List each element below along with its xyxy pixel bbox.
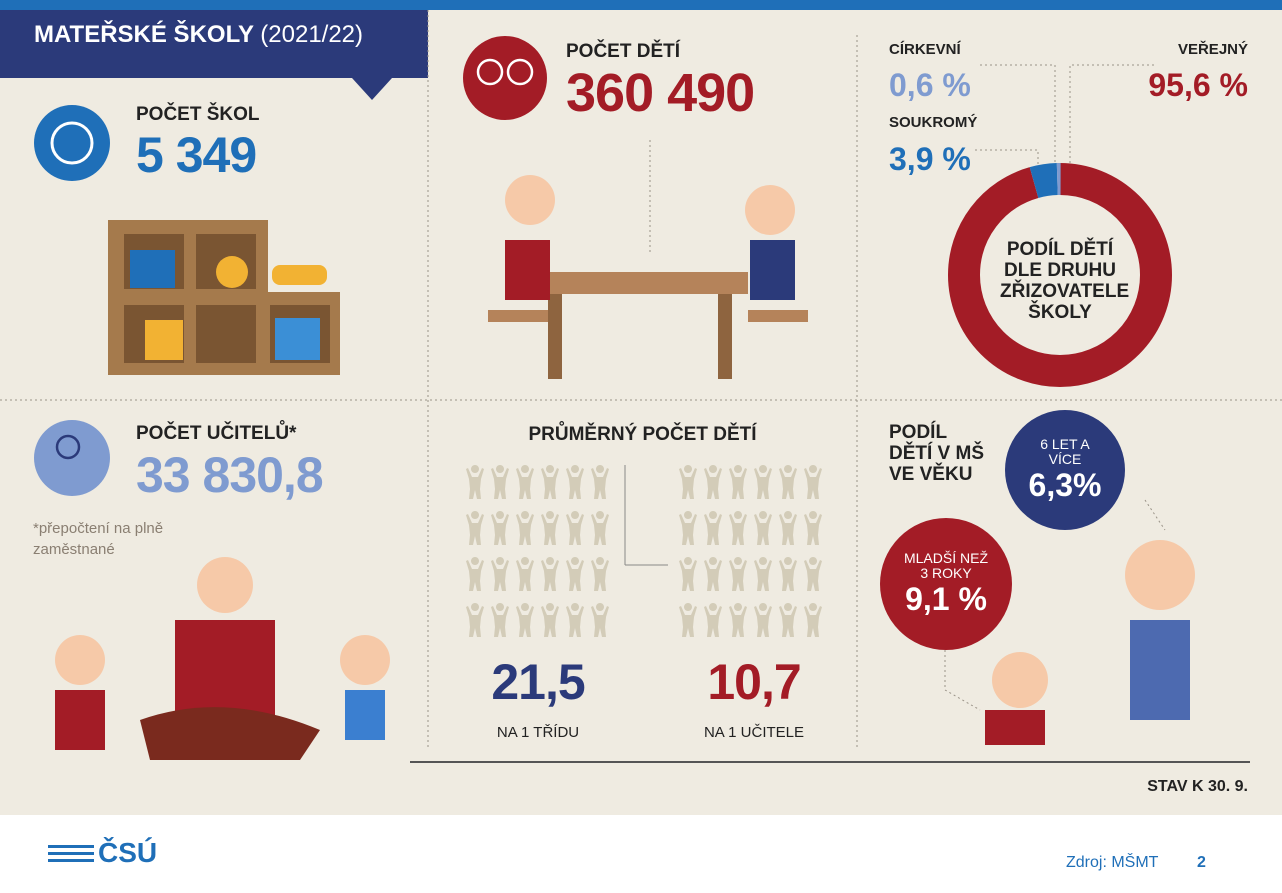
per-class-value: 21,5	[491, 654, 585, 710]
person-icon	[491, 465, 509, 499]
pictogram	[679, 465, 822, 637]
person-icon	[541, 511, 559, 545]
person-icon	[729, 511, 747, 545]
person-icon	[804, 465, 822, 499]
person-icon	[466, 511, 484, 545]
source: Zdroj: MŠMT	[1066, 854, 1159, 871]
logo-lines	[48, 852, 94, 855]
person-icon	[566, 465, 584, 499]
date-note: STAV K 30. 9.	[1147, 778, 1248, 795]
segment-label: 0,6 %	[889, 67, 971, 103]
person-icon	[754, 465, 772, 499]
person-icon	[541, 465, 559, 499]
person-icon	[516, 557, 534, 591]
person-icon	[679, 557, 697, 591]
segment-label: 3,9 %	[889, 141, 971, 177]
younger-caption: MLADŠÍ NEŽ 3 ROKY	[903, 550, 988, 582]
per-teacher-caption: NA 1 UČITELE	[703, 724, 805, 741]
person-icon	[491, 603, 509, 637]
person-icon	[516, 603, 534, 637]
person-icon	[679, 465, 697, 499]
per-class-caption: NA 1 TŘÍDU	[496, 724, 580, 741]
children-label: POČET DĚTÍ	[566, 41, 681, 62]
person-icon	[541, 603, 559, 637]
average-title: PRŮMĚRNÝ POČET DĚTÍ	[528, 424, 757, 445]
person-icon	[804, 511, 822, 545]
person-icon	[466, 603, 484, 637]
older-caption: 6 LET A VÍCE	[1040, 436, 1090, 468]
person-icon	[591, 557, 609, 591]
older-value: 6,3%	[1028, 466, 1102, 503]
per-teacher-value: 10,7	[707, 654, 801, 710]
donut-segment	[948, 163, 1172, 387]
younger-badge: MLADŠÍ NEŽ 3 ROKY 9,1 %	[880, 518, 1012, 650]
donut-title: PODÍL DĚTÍ DLE DRUHU ZŘIZOVATELE ŠKOLY	[1000, 239, 1130, 323]
person-icon	[779, 511, 797, 545]
schools-label: POČET ŠKOL	[136, 104, 260, 125]
person-icon	[566, 511, 584, 545]
age-title: PODÍL DĚTÍ V MŠ VE VĚKU	[889, 422, 985, 485]
person-icon	[491, 511, 509, 545]
person-icon	[779, 557, 797, 591]
younger-value: 9,1 %	[905, 580, 987, 617]
title-row: MATEŘSKÉ ŠKOLY (2021/22)	[34, 21, 364, 48]
person-icon	[779, 465, 797, 499]
person-icon	[754, 603, 772, 637]
pictogram	[466, 465, 609, 637]
logo: ČSÚ	[98, 837, 158, 868]
person-icon	[566, 603, 584, 637]
schools-value: 5 349	[136, 127, 257, 183]
period: (2021/22)	[260, 21, 364, 48]
person-icon	[466, 465, 484, 499]
older-badge: 6 LET A VÍCE 6,3%	[1005, 410, 1125, 530]
person-icon	[754, 511, 772, 545]
page-number: 2	[1197, 854, 1206, 871]
person-icon	[729, 603, 747, 637]
person-icon	[804, 557, 822, 591]
title: MATEŘSKÉ ŠKOLY	[34, 21, 254, 48]
person-icon	[754, 557, 772, 591]
teachers-label: POČET UČITELŮ*	[136, 423, 297, 444]
person-icon	[804, 603, 822, 637]
person-icon	[466, 557, 484, 591]
segment-name: VEŘEJNÝ	[1177, 41, 1248, 58]
person-icon	[704, 465, 722, 499]
person-icon	[516, 511, 534, 545]
person-icon	[491, 557, 509, 591]
person-icon	[704, 603, 722, 637]
person-icon	[516, 465, 534, 499]
person-icon	[679, 511, 697, 545]
person-icon	[729, 465, 747, 499]
person-icon	[541, 557, 559, 591]
teachers-value: 33 830,8	[136, 447, 324, 503]
person-icon	[591, 465, 609, 499]
person-icon	[704, 511, 722, 545]
person-icon	[679, 603, 697, 637]
teachers-note: *přepočtení na plně zaměstnané	[33, 520, 164, 558]
person-icon	[591, 511, 609, 545]
segment-label: 95,6 %	[1148, 67, 1248, 103]
segment-name: SOUKROMÝ	[889, 114, 978, 131]
person-icon	[591, 603, 609, 637]
person-icon	[704, 557, 722, 591]
person-icon	[566, 557, 584, 591]
person-icon	[779, 603, 797, 637]
person-icon	[729, 557, 747, 591]
children-value: 360 490	[566, 63, 755, 123]
segment-name: CÍRKEVNÍ	[889, 41, 961, 58]
